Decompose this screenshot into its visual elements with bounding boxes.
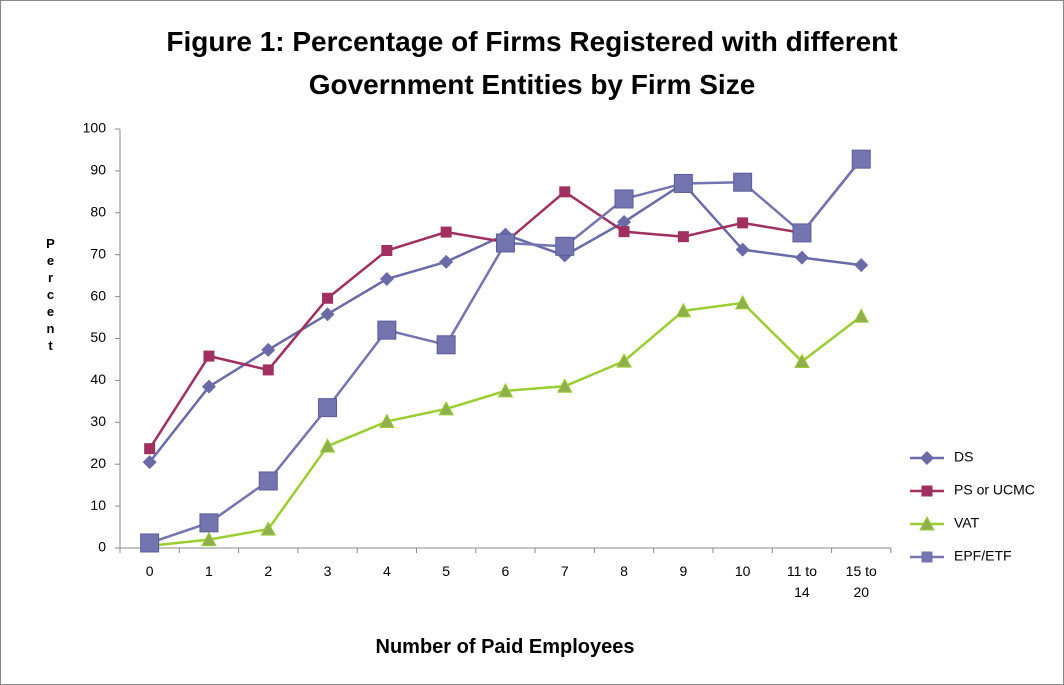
data-point: [439, 254, 454, 269]
x-tick-label: 15 to 20: [845, 563, 877, 600]
data-point: [794, 250, 809, 265]
data-point: [260, 521, 277, 536]
series-line: [149, 158, 863, 545]
x-tick-label: 0: [145, 563, 154, 579]
data-point: [618, 226, 630, 238]
x-tick-label: 2: [264, 563, 273, 579]
legend-marker: [921, 485, 933, 497]
data-point: [436, 335, 456, 355]
y-tick-label: 0: [98, 539, 106, 555]
data-point: [734, 294, 751, 310]
legend-label: VAT: [954, 515, 980, 531]
x-tick-label: 6: [501, 563, 510, 579]
y-tick-label: 60: [90, 287, 106, 303]
data-point: [737, 217, 749, 229]
chart-title: Figure 1: Percentage of Firms Registered…: [166, 26, 898, 100]
data-point: [853, 308, 870, 323]
data-point: [559, 186, 571, 198]
data-point: [440, 226, 452, 238]
data-point: [438, 400, 454, 416]
data-point: [794, 353, 810, 369]
legend-label: DS: [954, 449, 973, 465]
x-tick-label: 8: [620, 563, 628, 579]
data-point: [262, 364, 274, 376]
y-tick-label: 20: [90, 455, 106, 471]
y-tick-label: 100: [83, 120, 107, 136]
legend-label: EPF/ETF: [954, 548, 1012, 564]
series-line: [149, 301, 863, 548]
data-point: [142, 455, 157, 470]
series-line: [148, 158, 863, 450]
data-point: [258, 471, 278, 491]
y-tick-label: 50: [90, 329, 106, 345]
data-point: [140, 533, 160, 553]
legend-marker: [919, 515, 935, 531]
data-point: [203, 350, 215, 362]
data-point: [617, 215, 632, 230]
data-point: [199, 513, 219, 533]
y-axis-title: Percent: [43, 236, 58, 355]
x-tick-label: 5: [442, 563, 451, 579]
data-point: [555, 236, 575, 256]
data-point: [377, 320, 397, 340]
data-point: [614, 189, 634, 209]
data-point: [379, 413, 395, 428]
data-point: [854, 258, 869, 273]
data-point: [320, 307, 335, 322]
x-tick-label: 10: [734, 563, 751, 579]
x-tick-label: 4: [382, 563, 391, 579]
data-point: [851, 149, 871, 169]
y-tick-label: 40: [90, 371, 106, 387]
data-point: [318, 398, 338, 418]
y-tick-label: 10: [90, 497, 106, 513]
data-point: [733, 172, 753, 192]
data-point: [556, 378, 573, 393]
legend-label: PS or UCMC: [954, 482, 1035, 498]
data-point: [144, 443, 156, 455]
x-tick-label: 7: [560, 563, 569, 579]
data-point: [261, 342, 276, 357]
data-point: [379, 272, 394, 287]
data-point: [495, 233, 515, 253]
y-tick-label: 80: [90, 204, 106, 220]
data-point: [322, 292, 334, 304]
x-tick-label: 1: [205, 563, 213, 579]
x-axis-title: Number of Paid Employees: [375, 636, 635, 658]
x-tick-label: 11 to 14: [786, 563, 817, 600]
data-point: [735, 242, 750, 257]
x-tick-label: 3: [323, 563, 332, 579]
data-point: [201, 379, 216, 394]
data-point: [381, 245, 393, 257]
data-point: [201, 531, 217, 547]
data-point: [675, 302, 692, 318]
y-tick-label: 90: [90, 162, 106, 178]
y-tick-label: 70: [90, 245, 106, 261]
legend-marker: [920, 451, 934, 465]
data-point: [616, 353, 632, 368]
x-tick-label: 9: [679, 563, 688, 579]
data-point: [792, 223, 812, 243]
legend-marker: [921, 551, 933, 563]
data-point: [319, 438, 336, 453]
data-point: [677, 231, 689, 243]
data-point: [497, 382, 514, 398]
y-tick-label: 30: [90, 413, 106, 429]
data-point: [673, 173, 693, 193]
